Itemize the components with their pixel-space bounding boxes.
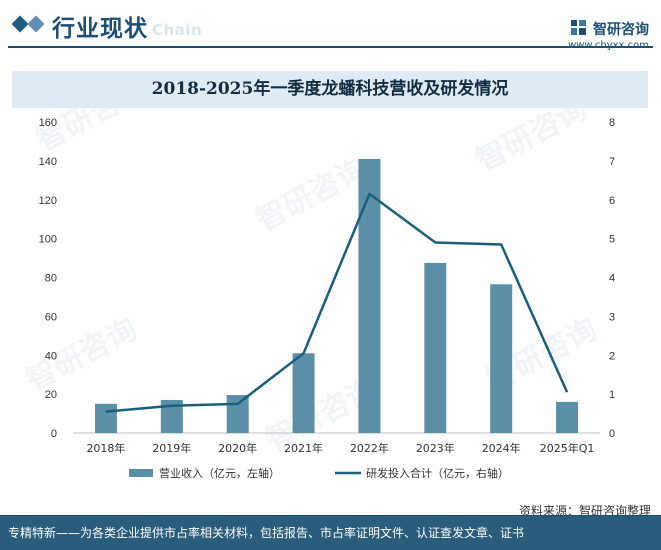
x-tick-label: 2022年 [350, 441, 389, 455]
x-tick-label: 2025年Q1 [540, 441, 595, 455]
x-tick-label: 2019年 [152, 441, 191, 455]
legend-bar-swatch [129, 469, 153, 477]
left-tick-label: 80 [45, 273, 57, 285]
header-divider [8, 46, 653, 48]
footer-text: 专精特新——为各类企业提供市占率相关材料，包括报告、市占率证明文件、认证查发文章… [8, 524, 524, 541]
left-tick-label: 20 [45, 389, 57, 401]
x-tick-label: 2021年 [284, 441, 323, 455]
right-tick-label: 4 [609, 273, 615, 285]
ghost-title: Chain [152, 21, 202, 39]
left-tick-label: 0 [51, 428, 57, 440]
chart-title: 2018-2025年一季度龙蟠科技营收及研发情况 [12, 71, 648, 108]
right-tick-label: 8 [609, 117, 615, 129]
right-tick-label: 3 [609, 311, 615, 323]
bar [227, 395, 249, 433]
bar [95, 404, 117, 433]
x-tick-label: 2020年 [218, 441, 257, 455]
bar-series [95, 159, 578, 433]
right-tick-label: 7 [609, 156, 615, 168]
legend: 营业收入（亿元，左轴） 研发投入合计（亿元，右轴） [129, 466, 509, 480]
left-tick-label: 60 [45, 311, 57, 323]
left-axis: 0 20 40 60 80 100 120 140 160 [39, 117, 57, 440]
header: 行业现状 Chain 智研咨询 www.chyxx.com [0, 0, 661, 50]
left-tick-label: 140 [39, 156, 57, 168]
right-tick-label: 6 [609, 195, 615, 207]
x-tick-label: 2024年 [482, 441, 521, 455]
right-axis: 0 1 2 3 4 5 6 7 8 [609, 117, 615, 440]
x-axis: 2018年 2019年 2020年 2021年 2022年 2023年 2024年 2025年… [86, 441, 594, 455]
right-tick-label: 2 [609, 350, 615, 362]
left-tick-label: 120 [39, 195, 57, 207]
diamond-icon [12, 16, 29, 33]
chart-title-bar: 2018-2025年一季度龙蟠科技营收及研发情况 [12, 71, 648, 108]
left-tick-label: 40 [45, 350, 57, 362]
bar [424, 263, 446, 433]
bar [490, 284, 512, 433]
brand-name: 智研咨询 [568, 19, 649, 39]
right-tick-label: 0 [609, 428, 615, 440]
right-tick-label: 1 [609, 389, 615, 401]
legend-line-label: 研发投入合计（亿元，右轴） [366, 466, 509, 480]
right-tick-label: 5 [609, 234, 615, 246]
x-tick-label: 2018年 [86, 441, 125, 455]
left-tick-label: 160 [39, 117, 57, 129]
legend-bar-label: 营业收入（亿元，左轴） [159, 466, 280, 480]
section-title: 行业现状 [52, 9, 148, 43]
x-tick-label: 2023年 [416, 441, 455, 455]
bar [556, 402, 578, 433]
footer-banner: 专精特新——为各类企业提供市占率相关材料，包括报告、市占率证明文件、认证查发文章… [0, 515, 661, 550]
bar [293, 353, 315, 433]
left-tick-label: 100 [39, 234, 57, 246]
diamond-icon [28, 16, 45, 33]
